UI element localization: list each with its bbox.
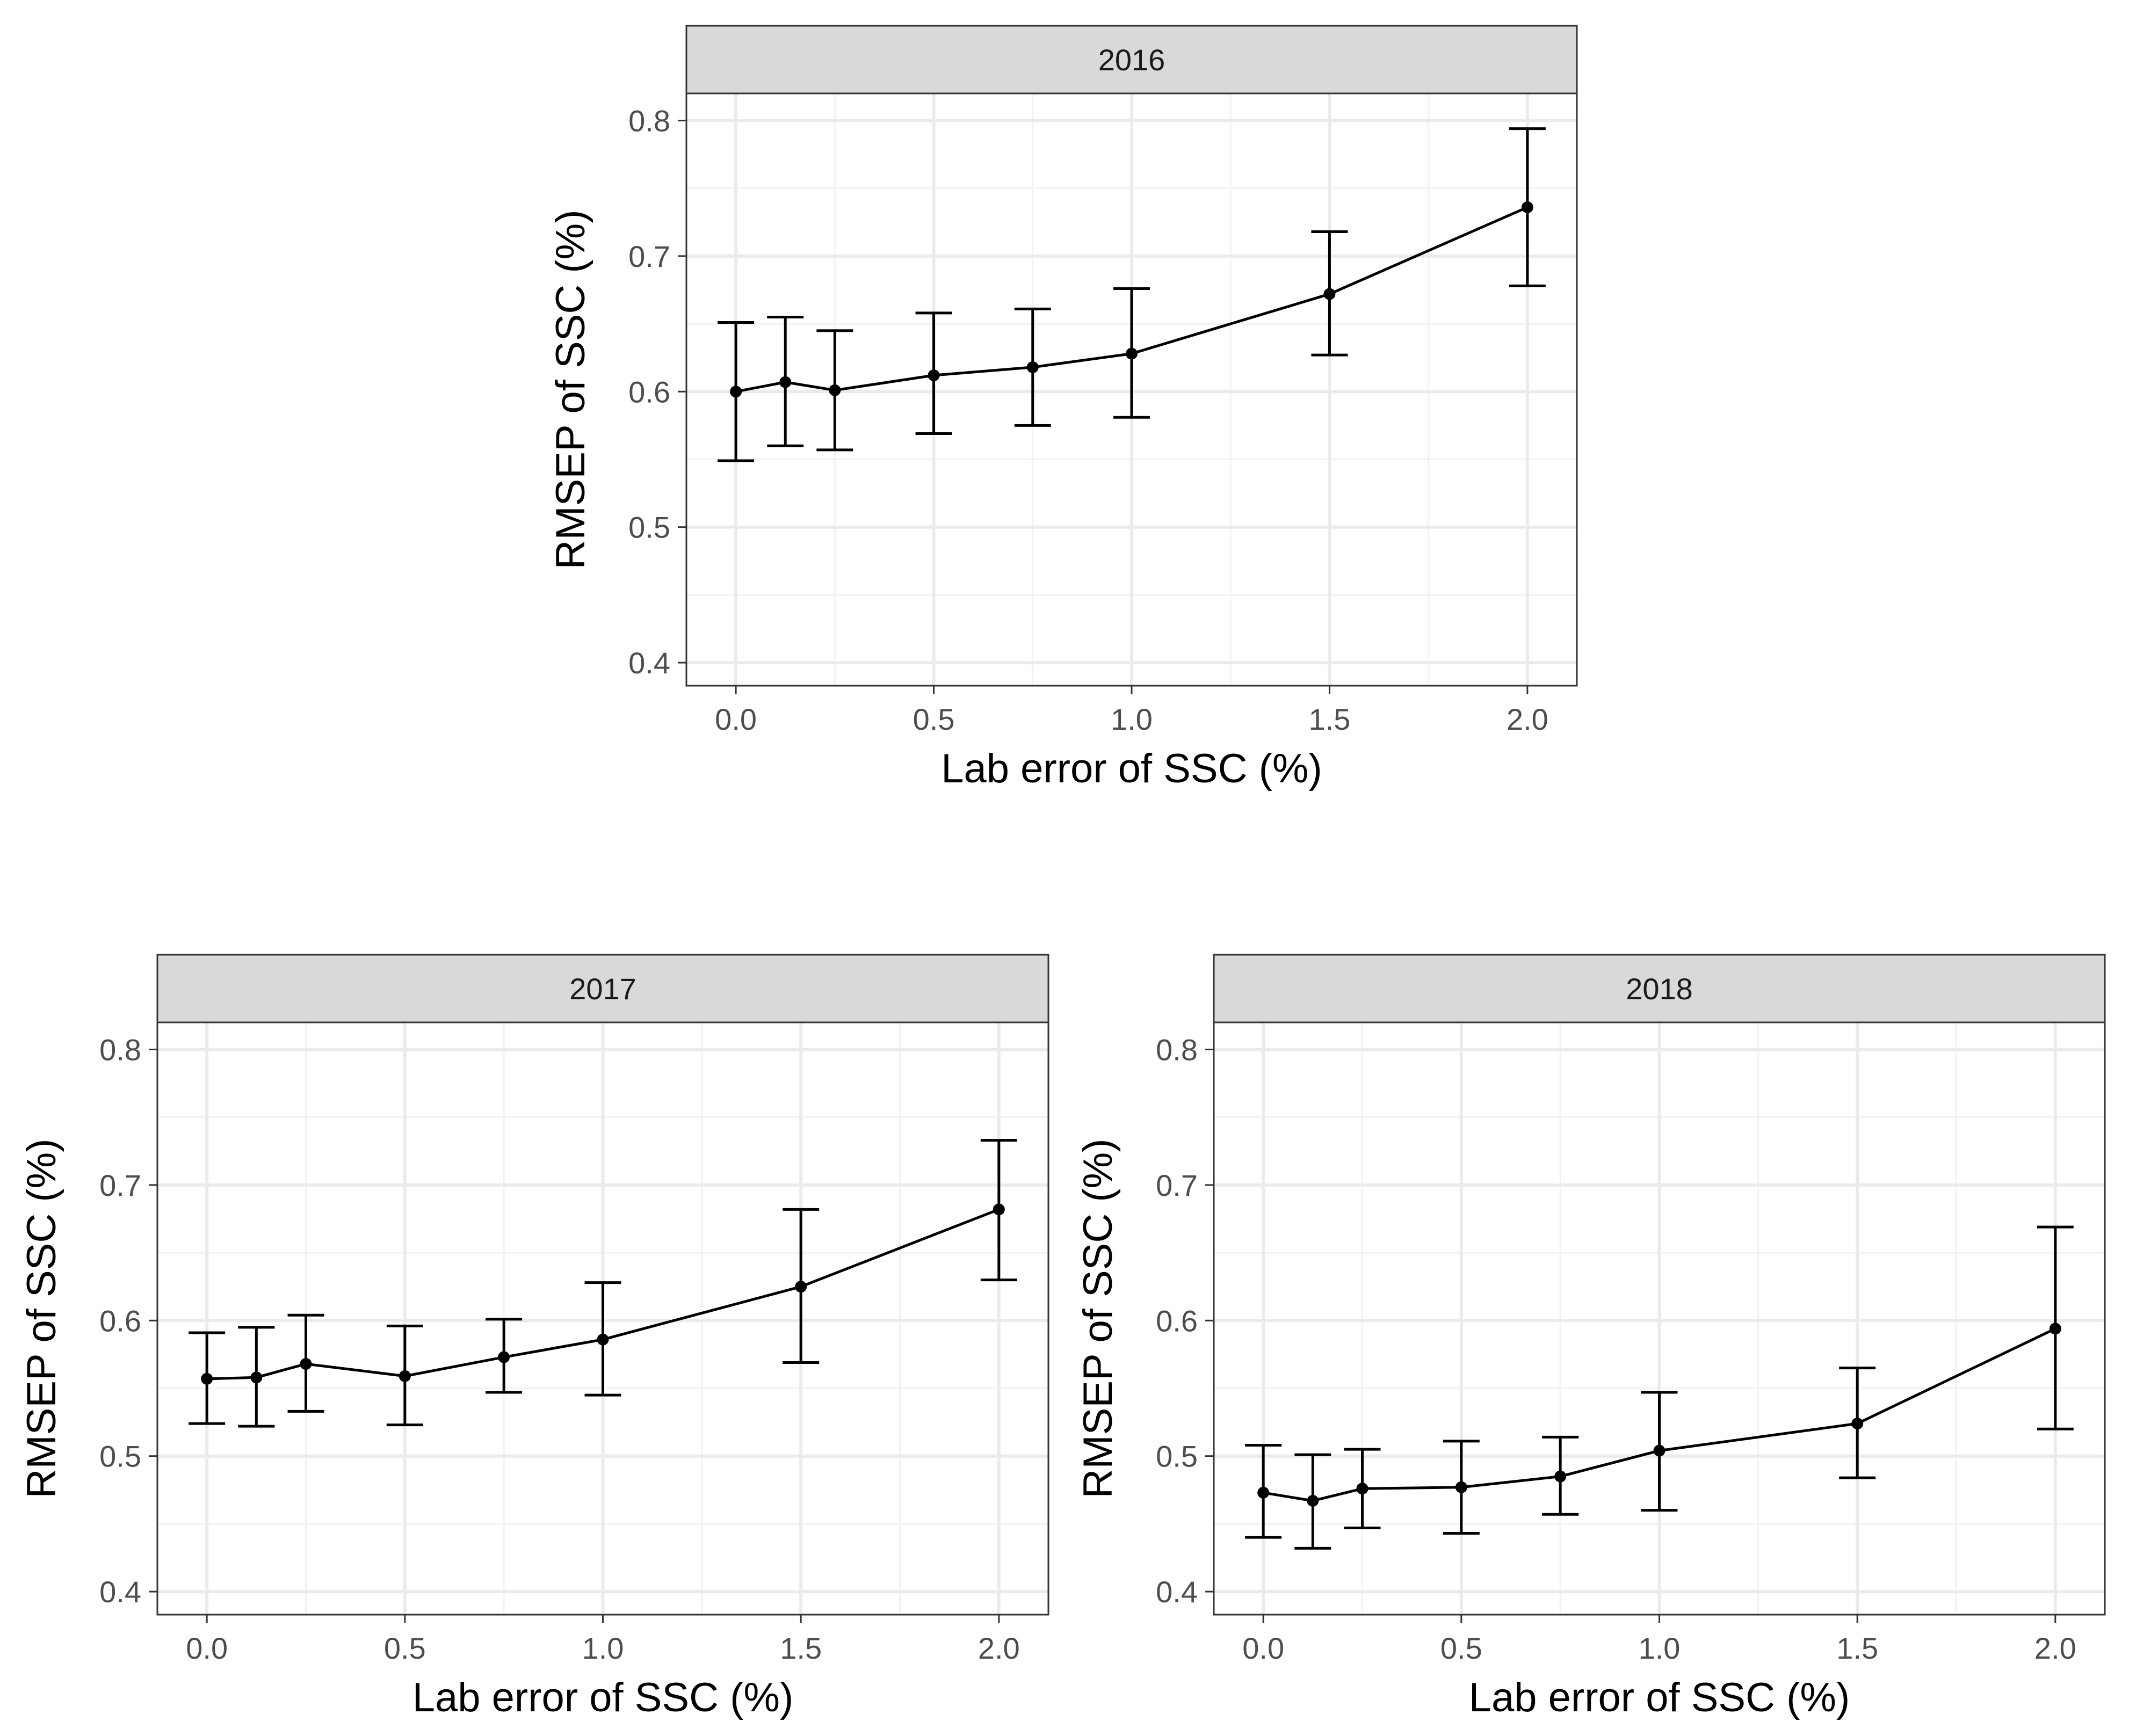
data-point (1554, 1470, 1567, 1483)
y-tick-label: 0.6 (1156, 1304, 1198, 1338)
data-point (1653, 1444, 1665, 1457)
strip-label: 2016 (1098, 43, 1165, 77)
y-tick-label: 0.4 (99, 1575, 141, 1609)
data-point (597, 1333, 609, 1346)
y-tick-label: 0.8 (99, 1033, 141, 1066)
x-tick-label: 2.0 (1507, 702, 1548, 736)
x-tick-label: 1.5 (1309, 702, 1351, 736)
strip-background (685, 25, 1578, 95)
x-tick-label: 0.0 (715, 702, 757, 736)
x-tick-label: 0.0 (186, 1631, 228, 1665)
x-tick-label: 0.5 (384, 1631, 426, 1665)
series-line (1263, 1327, 2056, 1502)
x-tick-label: 2.0 (978, 1631, 1020, 1665)
data-point (1126, 347, 1138, 360)
data-point (779, 376, 792, 388)
data-point (1026, 361, 1039, 373)
data-point (201, 1372, 213, 1385)
data-point (1307, 1494, 1319, 1507)
y-axis-title: RMSEP of SSC (%) (1075, 1138, 1121, 1498)
x-tick-label: 1.0 (582, 1631, 624, 1665)
x-axis-title: Lab error of SSC (%) (941, 746, 1322, 791)
strip-label: 2018 (1626, 972, 1693, 1006)
data-point (399, 1370, 411, 1382)
y-tick-label: 0.4 (1156, 1575, 1198, 1609)
strip-background (156, 954, 1049, 1023)
x-axis-title: Lab error of SSC (%) (412, 1675, 794, 1720)
x-axis-title: Lab error of SSC (%) (1469, 1675, 1850, 1720)
data-point (300, 1358, 312, 1370)
x-tick-label: 0.0 (1242, 1631, 1284, 1665)
y-tick-label: 0.6 (628, 375, 670, 409)
data-point (2049, 1323, 2061, 1335)
panel-2016: 2016 Lab error of SSC (%) RMSEP of SSC (… (548, 25, 1578, 791)
x-tick-label: 2.0 (2034, 1631, 2076, 1665)
y-axis-title: RMSEP of SSC (%) (548, 209, 593, 569)
x-tick-label: 0.5 (913, 702, 955, 736)
y-tick-label: 0.8 (628, 104, 670, 137)
data-point (829, 384, 841, 396)
data-point (1521, 201, 1533, 214)
y-tick-label: 0.6 (99, 1304, 141, 1338)
data-point (795, 1281, 807, 1293)
data-point (1257, 1486, 1270, 1499)
series-line (207, 1208, 1000, 1381)
x-tick-label: 1.0 (1111, 702, 1153, 736)
y-axis-title: RMSEP of SSC (%) (19, 1138, 64, 1498)
strip-label: 2017 (569, 972, 636, 1006)
data-point (250, 1371, 263, 1384)
y-tick-label: 0.7 (99, 1168, 141, 1202)
data-point (1851, 1418, 1864, 1430)
panel-2017: 2017 Lab error of SSC (%) RMSEP of SSC (… (19, 954, 1049, 1720)
x-tick-label: 1.5 (1836, 1631, 1878, 1665)
y-tick-label: 0.7 (628, 239, 670, 273)
data-point (993, 1203, 1005, 1216)
y-tick-label: 0.5 (1156, 1440, 1198, 1473)
data-point (730, 386, 742, 398)
x-tick-label: 1.5 (780, 1631, 822, 1665)
y-tick-label: 0.5 (628, 511, 670, 544)
x-tick-label: 0.5 (1440, 1631, 1482, 1665)
data-point (498, 1351, 510, 1363)
series-line (735, 206, 1528, 393)
y-tick-label: 0.8 (1156, 1033, 1198, 1066)
panel-2018: 2018 Lab error of SSC (%) RMSEP of SSC (… (1075, 954, 2106, 1720)
y-tick-label: 0.7 (1156, 1168, 1198, 1202)
data-point (1356, 1483, 1368, 1495)
y-tick-label: 0.5 (99, 1440, 141, 1473)
data-point (1455, 1481, 1467, 1493)
data-point (1323, 288, 1336, 300)
strip-background (1213, 954, 2106, 1023)
x-tick-label: 1.0 (1639, 1631, 1681, 1665)
y-tick-label: 0.4 (628, 646, 670, 680)
data-point (928, 369, 940, 381)
